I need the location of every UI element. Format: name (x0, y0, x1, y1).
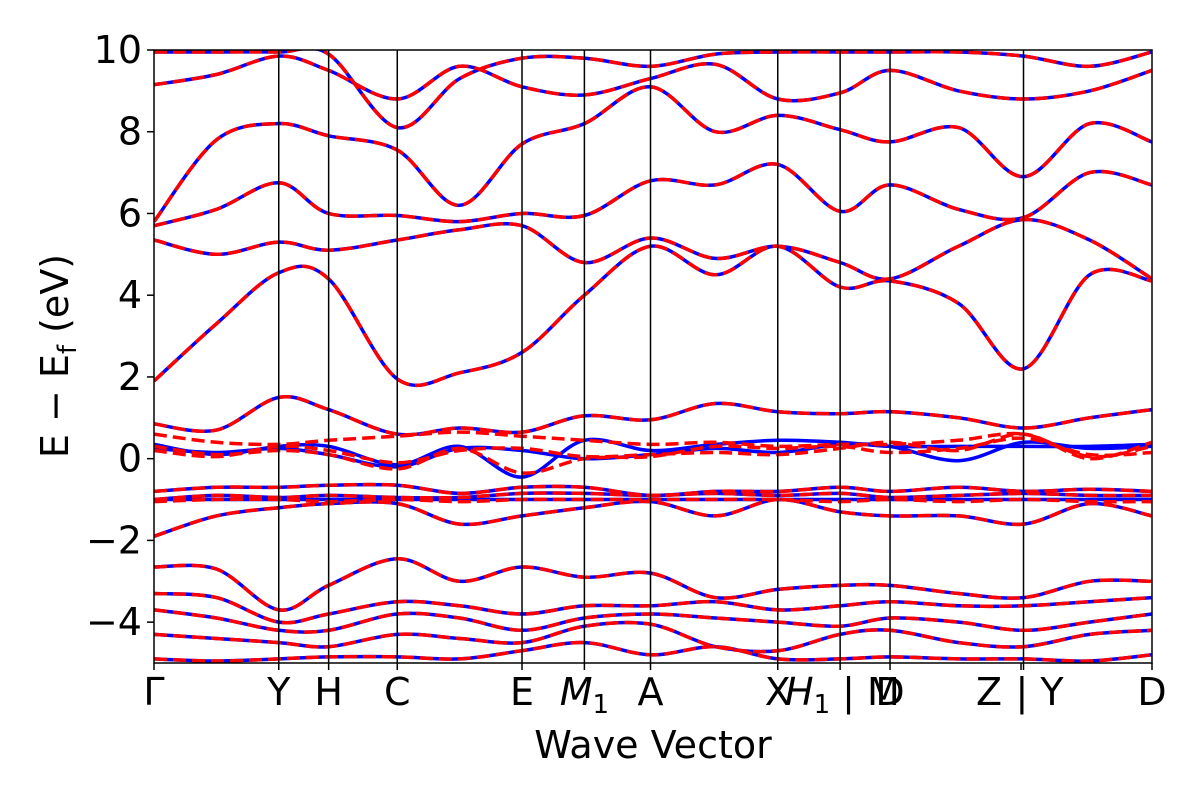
x-tick-label: Z (976, 670, 1002, 714)
band-line (154, 640, 1152, 663)
band-line (154, 394, 1152, 437)
y-tick-label: 0 (118, 437, 142, 481)
y-tick-label: 6 (118, 191, 142, 235)
x-tick-label: H1 (785, 670, 830, 720)
svg-text:E − Ef (eV): E − Ef (eV) (33, 254, 83, 458)
y-tick-label: 10 (94, 28, 142, 72)
x-tick-label: E (510, 670, 534, 714)
bands-layer (154, 50, 1152, 663)
band-line (154, 85, 1152, 223)
y-axis: −4 −2 0 2 4 6 8 10 (86, 28, 154, 644)
y-axis-label: E − Ef (eV) (33, 254, 83, 458)
x-tick-label: | M (842, 670, 900, 715)
y-tick-label: 2 (118, 355, 142, 399)
x-tick-label: X (765, 670, 791, 714)
x-tick-label: | Y (1016, 670, 1065, 715)
y-tick-label: 8 (118, 110, 142, 154)
band-line (154, 85, 1152, 223)
x-tick-label: D (875, 670, 904, 714)
x-axis-label: Wave Vector (534, 723, 772, 767)
x-tick-label: C (384, 670, 411, 714)
band-line (154, 394, 1152, 437)
band-line (154, 557, 1152, 612)
y-tick-label: 4 (118, 273, 142, 317)
dashed-band-series (154, 50, 1152, 663)
x-tick-label: D (1137, 670, 1166, 714)
band-line (154, 217, 1152, 281)
x-tick-label: H (314, 670, 343, 714)
x-tick-label: A (638, 670, 664, 714)
plot-frame (153, 49, 1153, 664)
band-line (154, 217, 1152, 281)
solid-band-series (154, 50, 1152, 663)
band-line (154, 497, 1152, 538)
y-tick-label: −4 (86, 600, 142, 644)
y-tick-label: −2 (86, 518, 142, 562)
x-tick-label: M1 (560, 670, 609, 720)
band-line (154, 244, 1152, 388)
band-line (154, 162, 1152, 228)
band-line (154, 436, 1152, 475)
y-axis-label-sub: f (53, 344, 83, 354)
band-line (154, 54, 1152, 103)
y-axis-label-main: E − E (33, 354, 77, 458)
x-tick-label: Y (266, 670, 291, 714)
y-axis-label-unit: (eV) (33, 254, 77, 345)
band-line (154, 430, 1152, 459)
high-symmetry-lines (278, 50, 1025, 663)
x-tick-label: Γ (143, 670, 164, 714)
